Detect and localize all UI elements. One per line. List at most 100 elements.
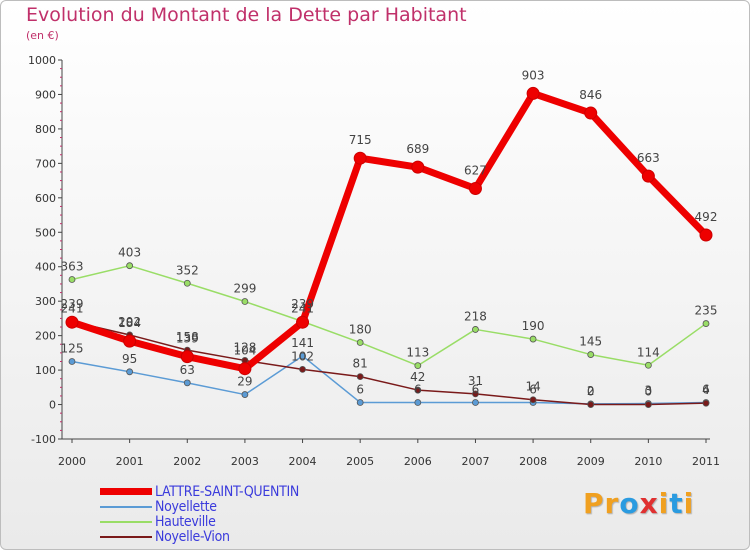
logo-letter: r: [604, 487, 620, 520]
legend-swatch: [100, 536, 152, 538]
logo-letter: i: [683, 487, 695, 520]
x-tick-label: 2002: [173, 455, 201, 468]
data-label-noyelle-vion: 0: [587, 385, 595, 399]
data-point-hauteville: [414, 362, 422, 370]
data-point-lattre-saint-quentin: [65, 315, 79, 329]
data-label-lattre-saint-quentin: 239: [291, 297, 314, 311]
data-label-noyelle-vion: 0: [645, 385, 653, 399]
x-tick-label: 2007: [461, 455, 489, 468]
data-label-lattre-saint-quentin: 715: [349, 133, 372, 147]
data-point-hauteville: [183, 279, 191, 287]
data-label-noyellette: 6: [472, 382, 480, 396]
data-label-noyellette: 63: [180, 363, 195, 377]
proxiti-logo: Proxiti: [583, 487, 694, 520]
data-label-noyelle-vion: 241: [61, 302, 84, 316]
data-point-noyelle-vion: [472, 390, 479, 398]
data-label-hauteville: 190: [522, 319, 545, 333]
data-label-lattre-saint-quentin: 104: [233, 344, 256, 358]
data-label-hauteville: 241: [291, 302, 314, 316]
data-point-hauteville: [68, 276, 76, 283]
x-tick-label: 2006: [404, 455, 432, 468]
data-point-lattre-saint-quentin: [411, 160, 425, 174]
data-point-noyellette: [183, 379, 191, 387]
data-label-lattre-saint-quentin: 846: [579, 88, 602, 102]
legend-label: Hauteville: [155, 514, 216, 530]
data-label-hauteville: 363: [61, 259, 84, 273]
logo-letter: o: [619, 487, 640, 520]
data-label-noyelle-vion: 158: [176, 330, 199, 344]
data-label-lattre-saint-quentin: 689: [406, 142, 429, 156]
data-label-lattre-saint-quentin: 239: [61, 297, 84, 311]
data-point-lattre-saint-quentin: [699, 228, 713, 242]
data-label-noyellette: 6: [529, 382, 537, 396]
series-line-lattre-saint-quentin: [68, 89, 710, 373]
series-line-noyelle-vion: [71, 320, 707, 406]
y-tick-label: 800: [35, 123, 56, 136]
data-label-noyelle-vion: 128: [233, 340, 256, 354]
data-label-hauteville: 180: [349, 323, 372, 337]
data-point-hauteville: [702, 320, 710, 327]
data-label-noyellette: 29: [237, 375, 252, 389]
data-point-noyelle-vion: [414, 386, 422, 394]
data-label-noyellette: 95: [122, 352, 137, 366]
data-label-noyellette: 125: [61, 341, 84, 355]
data-point-lattre-saint-quentin: [584, 106, 598, 120]
data-point-noyellette: [126, 368, 134, 376]
y-tick-label: 400: [35, 261, 56, 274]
data-point-lattre-saint-quentin: [123, 334, 137, 348]
data-point-noyelle-vion: [587, 401, 595, 408]
data-point-hauteville: [241, 298, 249, 305]
data-point-lattre-saint-quentin: [353, 151, 367, 165]
data-point-noyellette: [472, 399, 479, 406]
data-label-hauteville: 403: [118, 246, 141, 260]
x-tick-label: 2004: [289, 455, 317, 468]
data-point-lattre-saint-quentin: [296, 315, 310, 329]
chart-title: Evolution du Montant de la Dette par Hab…: [26, 4, 467, 26]
y-tick-label: 1000: [28, 54, 56, 67]
data-label-hauteville: 145: [579, 335, 602, 349]
data-point-lattre-saint-quentin: [468, 182, 482, 196]
data-label-lattre-saint-quentin: 903: [522, 68, 545, 82]
data-point-noyellette: [414, 399, 422, 406]
data-point-noyellette: [356, 399, 364, 406]
x-tick-label: 2008: [519, 455, 547, 468]
y-tick-label: 300: [35, 295, 56, 308]
data-label-noyellette: 3: [645, 384, 653, 398]
legend-swatch: [100, 506, 152, 508]
data-point-hauteville: [472, 326, 479, 333]
data-point-hauteville: [587, 351, 595, 358]
data-label-hauteville: 299: [233, 282, 256, 296]
data-point-lattre-saint-quentin: [641, 169, 655, 183]
legend-label: Noyelle-Vion: [155, 529, 230, 545]
x-tick-label: 2011: [692, 455, 720, 468]
x-tick-label: 2010: [634, 455, 662, 468]
data-label-hauteville: 352: [176, 263, 199, 277]
y-tick-label: 600: [35, 192, 56, 205]
data-point-noyelle-vion: [356, 373, 364, 381]
data-label-noyellette: 141: [291, 336, 314, 350]
data-point-noyelle-vion: [702, 399, 710, 407]
data-label-hauteville: 114: [637, 345, 660, 359]
legend-label: Noyellette: [155, 499, 217, 515]
data-point-lattre-saint-quentin: [180, 350, 194, 364]
data-label-noyelle-vion: 31: [468, 374, 483, 388]
x-tick-label: 2000: [58, 455, 86, 468]
series-line-hauteville: [71, 264, 707, 367]
data-label-noyelle-vion: 81: [353, 357, 368, 371]
x-tick-label: 2009: [577, 455, 605, 468]
data-label-noyellette: 6: [702, 382, 710, 396]
data-label-hauteville: 113: [406, 346, 429, 360]
data-point-noyellette: [68, 358, 76, 365]
data-point-lattre-saint-quentin: [526, 86, 540, 100]
data-point-noyellette: [299, 352, 306, 360]
data-label-noyellette: 2: [587, 384, 595, 398]
data-label-noyelle-vion: 42: [410, 370, 425, 384]
data-label-hauteville: 235: [695, 304, 718, 318]
y-tick-label: 100: [35, 364, 56, 377]
y-tick-label: 900: [35, 88, 56, 101]
y-tick-label: 0: [49, 399, 56, 412]
chart-axes: -100010020030040050060070080090010002000…: [28, 54, 720, 468]
data-label-noyelle-vion: 102: [291, 349, 314, 363]
data-label-noyelle-vion: 14: [525, 380, 540, 394]
